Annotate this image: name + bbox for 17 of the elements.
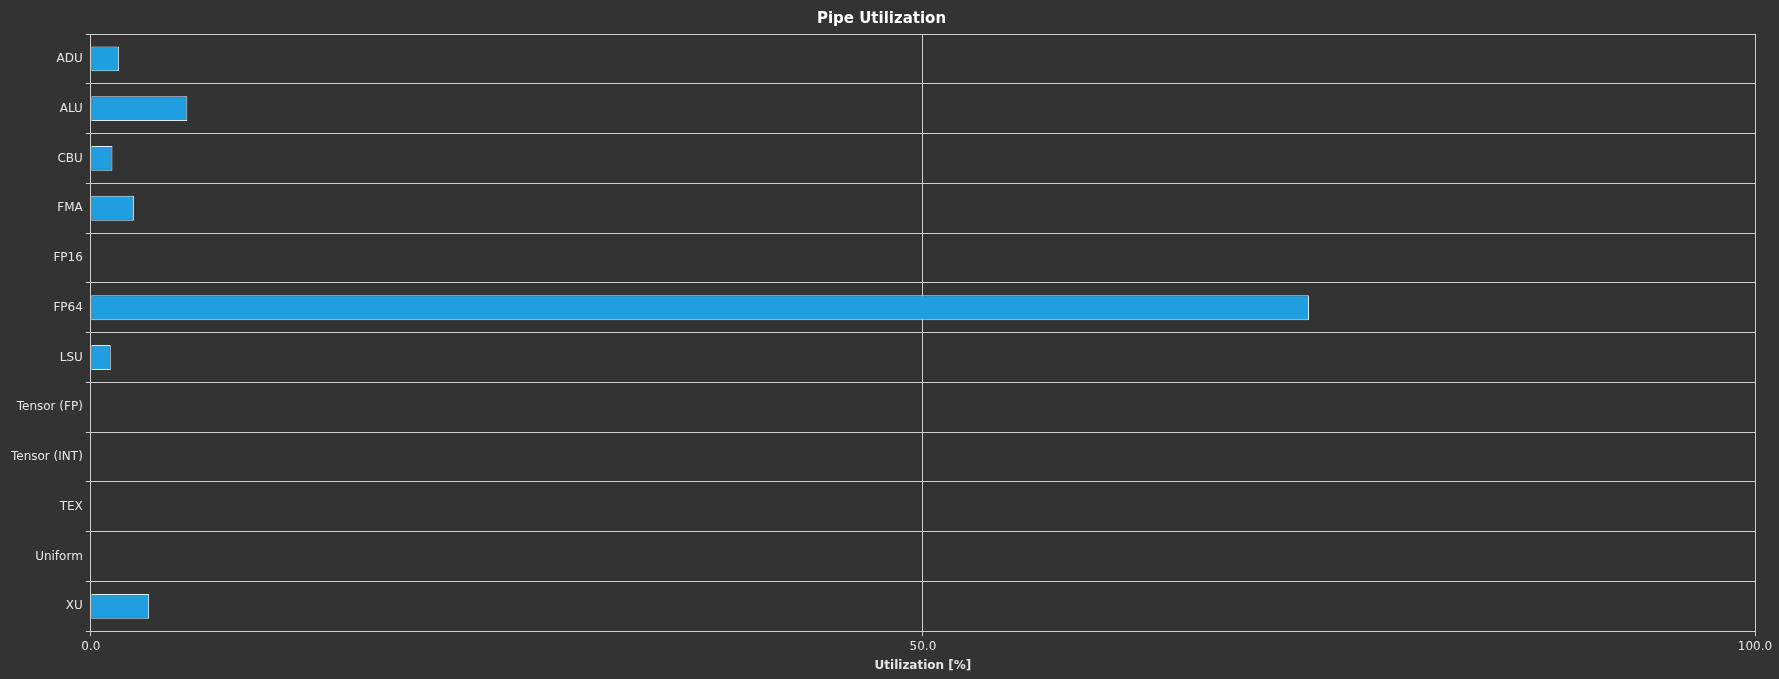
x-tick-label: 50.0	[909, 638, 937, 653]
y-tick-label: ALU	[59, 100, 83, 115]
y-tick-label: FMA	[57, 200, 84, 215]
y-tick-label: LSU	[59, 349, 83, 364]
x-tick-label: 0.0	[81, 638, 101, 653]
y-tick-label: XU	[65, 598, 83, 613]
y-tick-label: Tensor (INT)	[9, 449, 83, 464]
y-tick-label: FP16	[53, 250, 83, 265]
y-tick-label: ADU	[56, 51, 83, 66]
x-tick-label: 100.0	[1737, 638, 1773, 653]
y-tick-label: FP64	[53, 299, 83, 314]
chart-title: Pipe Utilization	[816, 8, 947, 27]
y-tick-label: CBU	[57, 150, 83, 165]
y-tick-label: Tensor (FP)	[15, 399, 83, 414]
y-tick-label: Uniform	[35, 548, 83, 563]
x-axis-title: Utilization [%]	[874, 657, 972, 672]
y-tick-label: TEX	[58, 498, 83, 513]
